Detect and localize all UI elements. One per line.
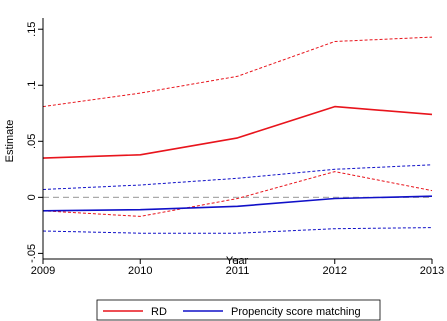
y-axis-label: Estimate bbox=[4, 120, 16, 163]
series-line-psm-estimate bbox=[42, 195, 433, 212]
y-tick-label: .1 bbox=[26, 81, 38, 90]
legend-box bbox=[96, 299, 381, 321]
series-line-rd-upper-ci bbox=[42, 36, 433, 108]
plot-area bbox=[42, 36, 433, 234]
x-tick-label: 2010 bbox=[128, 265, 152, 277]
y-tick-label: -.05 bbox=[26, 244, 38, 263]
x-tick-label: 2013 bbox=[420, 265, 444, 277]
x-axis-label: Year bbox=[226, 255, 249, 267]
x-tick-label: 2012 bbox=[323, 265, 347, 277]
legend-label-rd: RD bbox=[151, 306, 167, 318]
legend-label-psm: Propencity score matching bbox=[231, 306, 361, 318]
series-line-psm-lower-ci bbox=[42, 227, 433, 234]
series-line-psm-upper-ci bbox=[42, 164, 433, 190]
x-tick-label: 2009 bbox=[31, 265, 55, 277]
y-tick-label: 0 bbox=[26, 194, 38, 200]
x-tick-label: 2011 bbox=[226, 265, 250, 277]
legend: RD Propencity score matching bbox=[96, 299, 381, 321]
y-tick-label: .05 bbox=[26, 134, 38, 149]
y-tick-label: .15 bbox=[26, 22, 38, 37]
series-line-rd-estimate bbox=[42, 105, 433, 159]
axes: -.05 0 .05 .1 .15 2009 2010 2011 2012 2013 bbox=[26, 18, 444, 277]
series-line-rd-lower-ci bbox=[42, 171, 433, 217]
